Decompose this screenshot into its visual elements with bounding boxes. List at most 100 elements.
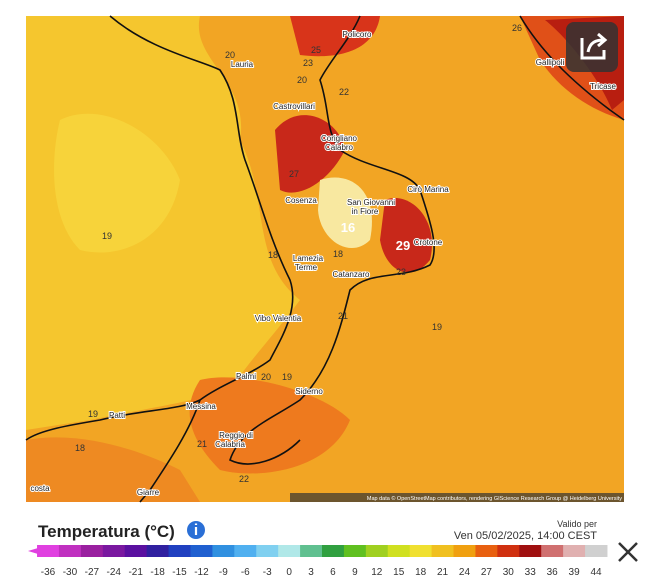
color-swatch xyxy=(80,545,104,557)
valid-time: Ven 05/02/2025, 14:00 CEST xyxy=(454,530,597,542)
color-swatch xyxy=(256,545,279,557)
scale-label: 27 xyxy=(481,567,493,578)
scale-label: 44 xyxy=(590,567,602,578)
color-swatch xyxy=(387,545,411,557)
warm-zone xyxy=(26,437,200,502)
scale-label: 33 xyxy=(525,567,537,578)
share-button[interactable] xyxy=(566,22,618,72)
close-button[interactable] xyxy=(618,542,638,562)
color-swatch xyxy=(234,545,257,557)
place-label: Catanzaro xyxy=(333,270,370,279)
color-swatch xyxy=(453,545,476,557)
place-label: costa xyxy=(30,484,50,493)
place-label: Tricase xyxy=(590,82,616,91)
value-label: 29 xyxy=(396,238,410,253)
scale-label: 15 xyxy=(393,567,405,578)
scale-label: 36 xyxy=(547,567,559,578)
hot-zone xyxy=(275,115,345,193)
scale-label: 30 xyxy=(503,567,515,578)
hot-zone xyxy=(290,16,380,57)
scale-label: -24 xyxy=(107,567,122,578)
legend: Temperatura (°C) Valido per Ven 05/02/20… xyxy=(28,519,608,578)
scale-label: 9 xyxy=(352,567,358,578)
place-label: San Giovanni xyxy=(347,198,395,207)
place-label: Patti xyxy=(109,411,125,420)
color-swatch xyxy=(497,545,520,557)
value-label: 19 xyxy=(88,409,98,419)
color-swatch xyxy=(585,545,608,557)
value-label: 27 xyxy=(289,169,299,179)
place-label: Castrovillari xyxy=(273,102,315,111)
color-swatch xyxy=(563,545,586,557)
coastline xyxy=(25,15,294,441)
cool-zone xyxy=(54,113,180,253)
place-label: in Fiore xyxy=(352,207,379,216)
color-swatch xyxy=(475,545,498,557)
info-icon[interactable] xyxy=(187,521,205,539)
place-label: Cosenza xyxy=(285,196,317,205)
value-label: 19 xyxy=(432,322,442,332)
scale-label: 0 xyxy=(286,567,292,578)
value-label: 20 xyxy=(297,75,307,85)
scale-label: 18 xyxy=(415,567,427,578)
place-label: Messina xyxy=(186,402,216,411)
value-label: 16 xyxy=(341,220,355,235)
scale-label: 39 xyxy=(569,567,581,578)
scale-label: -21 xyxy=(128,567,143,578)
value-label: 26 xyxy=(512,23,522,33)
color-swatch xyxy=(146,545,170,557)
attribution: Map data © OpenStreetMap contributors, r… xyxy=(367,495,622,502)
value-label: 21 xyxy=(197,439,207,449)
value-label: 18 xyxy=(333,249,343,259)
color-swatch xyxy=(322,545,345,557)
value-label: 20 xyxy=(261,372,271,382)
place-label: Terme xyxy=(295,263,318,272)
place-label: Lauria xyxy=(231,60,254,69)
value-label: 23 xyxy=(396,267,406,277)
value-label: 18 xyxy=(75,443,85,453)
scale-label: -9 xyxy=(219,567,228,578)
color-swatch xyxy=(519,545,542,557)
color-swatch xyxy=(212,545,235,557)
share-icon[interactable] xyxy=(580,32,608,60)
scale-label: -6 xyxy=(241,567,250,578)
hot-zone xyxy=(380,198,432,273)
color-swatch xyxy=(37,545,60,557)
legend-title: Temperatura (°C) xyxy=(38,522,175,541)
value-label: 18 xyxy=(268,250,278,260)
color-swatch xyxy=(343,545,367,557)
value-label: 21 xyxy=(338,311,348,321)
place-label: Reggio di xyxy=(219,431,253,440)
color-swatch xyxy=(409,545,433,557)
color-swatch xyxy=(102,545,126,557)
color-swatch xyxy=(365,545,389,557)
value-label: 19 xyxy=(102,231,112,241)
scale-label: -27 xyxy=(85,567,100,578)
coastline xyxy=(519,15,625,121)
scale-label: 24 xyxy=(459,567,471,578)
attribution-bg xyxy=(290,493,624,502)
close-icon[interactable] xyxy=(618,542,638,562)
valid-label: Valido per xyxy=(557,519,597,529)
scale-label: 21 xyxy=(437,567,449,578)
place-label: Calabro xyxy=(325,143,354,152)
value-label: 22 xyxy=(239,474,249,484)
place-label: Corigliano xyxy=(321,134,358,143)
scale-label: -15 xyxy=(172,567,187,578)
map: Policoro Lauria Castrovillari Corigliano… xyxy=(25,15,625,503)
scale-label: -18 xyxy=(150,567,165,578)
value-label: 22 xyxy=(339,87,349,97)
scale-label: -30 xyxy=(63,567,78,578)
place-label: Siderno xyxy=(295,387,323,396)
color-swatch xyxy=(431,545,455,557)
color-swatch xyxy=(278,545,301,557)
place-label: Vibo Valentia xyxy=(255,314,302,323)
share-bg[interactable] xyxy=(566,22,618,72)
place-label: Giarre xyxy=(137,488,160,497)
scale-label: -36 xyxy=(41,567,56,578)
scale-label: 6 xyxy=(330,567,336,578)
scale-label: -3 xyxy=(263,567,272,578)
scale-label: 12 xyxy=(371,567,383,578)
place-label: Palmi xyxy=(236,372,256,381)
